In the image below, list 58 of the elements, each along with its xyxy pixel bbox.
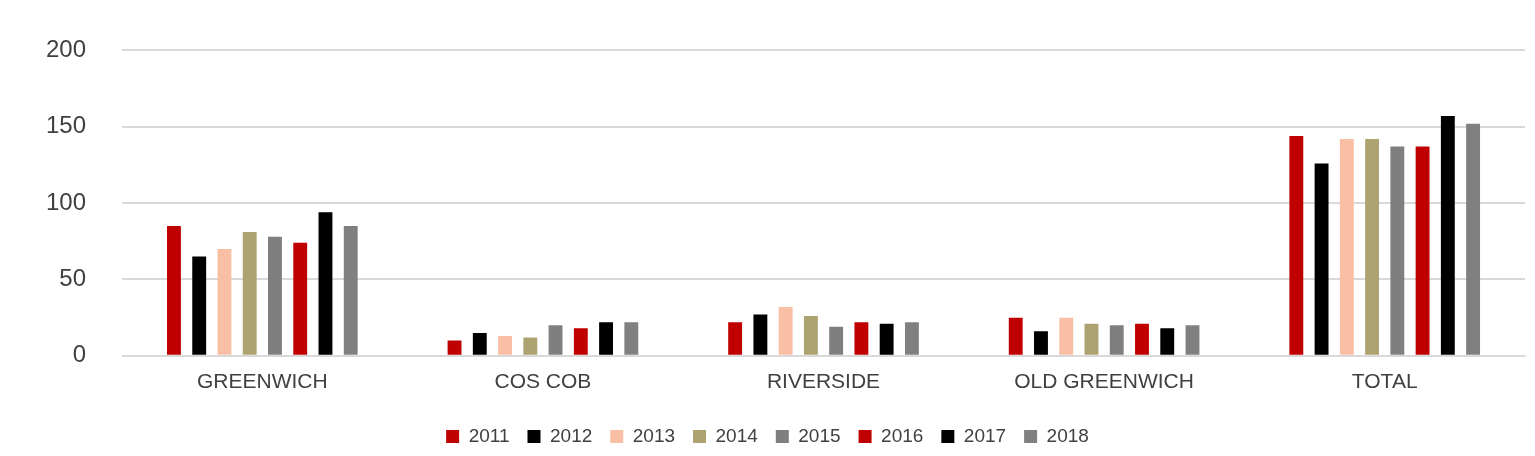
- bar: [728, 322, 743, 355]
- legend-label: 2013: [632, 424, 676, 446]
- bar: [624, 322, 639, 355]
- bar: [268, 236, 282, 355]
- bar: [879, 323, 894, 355]
- bar: [1008, 317, 1023, 355]
- bar: [167, 226, 181, 355]
- bar: [192, 256, 207, 355]
- bar: [1440, 116, 1455, 355]
- bar: [293, 242, 308, 355]
- bar: [854, 322, 869, 355]
- legend-label: 2015: [798, 424, 841, 446]
- bar: [1084, 323, 1099, 355]
- bar: [1109, 325, 1124, 355]
- x-tick-label: OLD GREENWICH: [1014, 369, 1194, 393]
- y-tick-label: 50: [59, 264, 87, 292]
- bar: [1160, 328, 1175, 355]
- legend-label: 2014: [715, 424, 759, 446]
- legend-label: 2016: [881, 424, 924, 446]
- bar: [1059, 317, 1074, 355]
- bar: [1390, 146, 1405, 355]
- legend-label: 2012: [549, 424, 593, 446]
- bar: [1466, 123, 1481, 355]
- bar: [217, 248, 232, 355]
- legend-label: 2017: [963, 424, 1007, 446]
- bar: [242, 232, 257, 355]
- bar: [1185, 325, 1200, 355]
- bar: [1289, 135, 1304, 355]
- bar: [343, 226, 358, 355]
- y-tick-label: 0: [72, 340, 87, 368]
- legend-label: 2018: [1046, 424, 1089, 446]
- legend-label: 2011: [468, 424, 510, 446]
- bar: [778, 306, 793, 355]
- x-tick-label: RIVERSIDE: [766, 369, 881, 393]
- bar: [1339, 138, 1354, 355]
- bar: [472, 332, 487, 355]
- bar: [498, 335, 512, 355]
- bar: [447, 340, 462, 355]
- bar: [1415, 146, 1430, 355]
- bar: [1034, 331, 1048, 355]
- bar: [1365, 138, 1380, 355]
- bar: [318, 212, 333, 355]
- y-tick-label: 100: [46, 187, 87, 215]
- y-tick-label: 200: [46, 35, 87, 63]
- bar: [753, 314, 768, 355]
- y-tick-label: 150: [46, 111, 87, 139]
- bar: [1135, 323, 1149, 355]
- bar: [548, 325, 563, 355]
- bar: [803, 316, 818, 355]
- bar: [599, 322, 614, 355]
- bar: [523, 337, 538, 355]
- bar: [1314, 163, 1329, 355]
- bar: [829, 326, 844, 355]
- bar: [573, 328, 588, 355]
- bar: [904, 322, 919, 355]
- x-tick-label: GREENWICH: [197, 369, 328, 393]
- x-tick-label: COS COB: [494, 369, 592, 393]
- x-tick-label: TOTAL: [1351, 369, 1418, 393]
